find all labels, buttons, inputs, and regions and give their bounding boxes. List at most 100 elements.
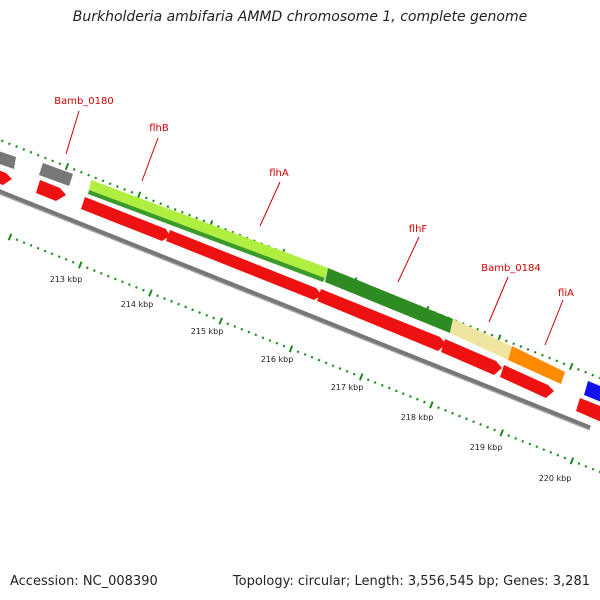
minor-tick bbox=[528, 442, 532, 446]
minor-tick bbox=[0, 139, 4, 143]
label-leader-flhA bbox=[259, 181, 281, 227]
minor-tick bbox=[205, 313, 209, 317]
minor-tick bbox=[36, 246, 40, 250]
cds-arrow[interactable] bbox=[317, 289, 446, 351]
minor-tick bbox=[562, 362, 566, 366]
gene-feature-left-gray[interactable] bbox=[0, 148, 16, 169]
minor-tick bbox=[526, 348, 530, 351]
minor-tick bbox=[542, 448, 546, 451]
major-tick bbox=[358, 373, 364, 381]
minor-tick bbox=[116, 185, 119, 188]
minor-tick bbox=[101, 179, 105, 183]
gene-feature-flhB-light[interactable] bbox=[89, 180, 328, 278]
minor-tick bbox=[458, 414, 461, 418]
minor-tick bbox=[198, 311, 201, 314]
minor-tick bbox=[156, 294, 159, 298]
minor-tick bbox=[401, 392, 405, 396]
scale-label: 216 kbp bbox=[261, 355, 294, 364]
minor-tick bbox=[584, 464, 588, 468]
minor-tick bbox=[521, 439, 525, 443]
minor-tick bbox=[268, 339, 272, 342]
major-tick bbox=[569, 457, 575, 465]
label-leader-flhB bbox=[141, 137, 159, 182]
major-tick bbox=[218, 317, 223, 325]
minor-tick bbox=[282, 344, 286, 348]
minor-tick bbox=[345, 369, 349, 373]
minor-tick bbox=[409, 395, 412, 398]
minor-tick bbox=[50, 252, 54, 256]
gene-feature-flhB-dark[interactable] bbox=[88, 190, 325, 282]
minor-tick bbox=[163, 297, 166, 300]
minor-tick bbox=[142, 288, 145, 292]
minor-tick bbox=[123, 188, 126, 191]
minor-tick bbox=[591, 373, 595, 377]
minor-tick bbox=[577, 368, 580, 371]
cds-arrow[interactable] bbox=[441, 339, 502, 375]
minor-tick bbox=[548, 356, 551, 360]
minor-tick bbox=[310, 355, 314, 359]
gene-feature-Bamb_0184[interactable] bbox=[450, 319, 512, 360]
minor-tick bbox=[366, 378, 370, 382]
scale-label: 219 kbp bbox=[470, 443, 503, 452]
cds-arrow[interactable] bbox=[166, 230, 322, 300]
gene-label-flhB[interactable]: flhB bbox=[149, 123, 169, 134]
minor-tick bbox=[180, 210, 184, 214]
gene-label-Bamb_0180[interactable]: Bamb_0180 bbox=[54, 96, 114, 107]
minor-tick bbox=[331, 364, 335, 368]
minor-tick bbox=[338, 367, 342, 370]
minor-tick bbox=[514, 437, 518, 440]
gene-feature-next-blue[interactable] bbox=[584, 381, 600, 404]
outer-tick-row bbox=[0, 139, 600, 380]
minor-tick bbox=[240, 327, 244, 331]
cds-arrow[interactable] bbox=[36, 180, 66, 201]
cds-arrow[interactable] bbox=[81, 197, 170, 241]
minor-tick bbox=[584, 370, 587, 374]
cds-arrow[interactable] bbox=[0, 167, 12, 185]
minor-tick bbox=[416, 397, 419, 401]
minor-tick bbox=[191, 308, 194, 312]
scale-label: 214 kbp bbox=[121, 300, 154, 309]
minor-tick bbox=[128, 283, 131, 286]
minor-tick bbox=[535, 445, 539, 449]
minor-tick bbox=[247, 330, 251, 334]
major-tick bbox=[499, 429, 504, 437]
gene-feature-flhA[interactable] bbox=[325, 268, 453, 333]
minor-tick bbox=[166, 205, 170, 208]
gene-label-flhA[interactable]: flhA bbox=[269, 168, 289, 179]
minor-tick bbox=[444, 409, 447, 412]
minor-tick bbox=[555, 359, 559, 363]
minor-tick bbox=[58, 162, 62, 166]
major-tick bbox=[7, 233, 13, 241]
minor-tick bbox=[173, 208, 177, 211]
gene-feature-Bamb_0180[interactable] bbox=[39, 163, 73, 186]
minor-tick bbox=[72, 168, 76, 171]
label-leader-flhF bbox=[397, 236, 420, 283]
gene-label-fliA[interactable]: fliA bbox=[558, 288, 574, 299]
minor-tick bbox=[184, 305, 187, 309]
major-tick bbox=[568, 362, 574, 371]
minor-tick bbox=[99, 271, 103, 275]
gene-feature-fliA[interactable] bbox=[508, 346, 565, 384]
minor-tick bbox=[533, 350, 537, 354]
minor-tick bbox=[493, 428, 496, 432]
minor-tick bbox=[64, 258, 68, 261]
minor-tick bbox=[36, 153, 40, 157]
scale-label: 215 kbp bbox=[191, 327, 224, 336]
gene-label-Bamb_0184[interactable]: Bamb_0184 bbox=[481, 263, 541, 274]
minor-tick bbox=[152, 199, 155, 203]
gene-label-flhF[interactable]: flhF bbox=[409, 224, 428, 235]
minor-tick bbox=[8, 142, 11, 146]
minor-tick bbox=[451, 411, 454, 415]
scale-label: 218 kbp bbox=[401, 413, 434, 422]
minor-tick bbox=[106, 274, 110, 278]
minor-tick bbox=[483, 330, 487, 334]
cds-arrow[interactable] bbox=[576, 398, 600, 424]
major-tick bbox=[136, 191, 142, 199]
cds-arrow[interactable] bbox=[500, 365, 554, 398]
minor-tick bbox=[486, 425, 489, 429]
minor-tick bbox=[556, 453, 560, 457]
minor-tick bbox=[177, 302, 180, 306]
minor-tick bbox=[352, 372, 356, 376]
minor-tick bbox=[387, 386, 391, 390]
minor-tick bbox=[85, 266, 89, 270]
